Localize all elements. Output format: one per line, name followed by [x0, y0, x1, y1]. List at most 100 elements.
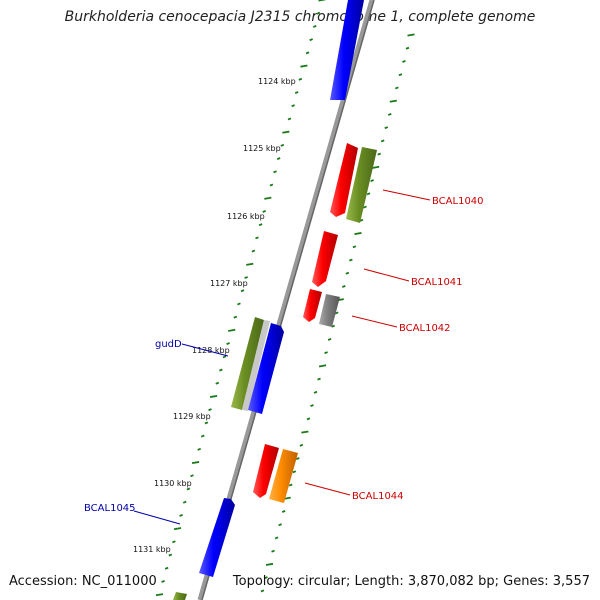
gene-gudd-blue[interactable]	[248, 323, 284, 414]
minor-tick	[208, 408, 212, 412]
minor-tick	[306, 417, 311, 421]
minor-tick	[309, 38, 313, 42]
major-tick	[282, 130, 290, 134]
gene-bcal1040[interactable]	[330, 143, 358, 217]
major-tick	[300, 64, 308, 68]
minor-tick	[292, 470, 297, 474]
minor-tick	[258, 223, 263, 227]
ruler-labels: 1124 kbp 1125 kbp 1126 kbp 1127 kbp 1128…	[133, 77, 296, 554]
minor-tick	[366, 192, 371, 196]
label-bcal1045[interactable]: BCAL1045	[84, 503, 136, 514]
gene-olive-bottom[interactable]	[173, 592, 187, 600]
major-tick	[191, 461, 200, 465]
minor-tick	[237, 302, 241, 306]
label-bcal1040[interactable]: BCAL1040	[432, 196, 484, 207]
minor-tick	[233, 315, 238, 319]
minor-tick	[317, 377, 321, 381]
ruler-label-1131: 1131 kbp	[133, 545, 171, 554]
major-tick	[371, 165, 380, 169]
label-gudd[interactable]: gudD	[155, 339, 182, 350]
minor-tick	[222, 355, 227, 359]
minor-tick	[271, 549, 275, 553]
minor-tick	[299, 443, 304, 447]
minor-tick	[204, 421, 209, 425]
minor-tick	[273, 170, 277, 174]
minor-tick	[251, 249, 256, 253]
gene-gudd-olive[interactable]	[231, 317, 264, 410]
gene-bcal1042-red[interactable]	[303, 289, 322, 322]
major-tick	[301, 430, 309, 434]
gene-bcal1044-red[interactable]	[253, 444, 279, 498]
gene-features	[173, 0, 377, 600]
minor-tick	[179, 513, 183, 517]
minor-tick	[255, 236, 259, 240]
minor-tick	[345, 271, 350, 275]
minor-tick	[316, 11, 321, 15]
minor-tick	[291, 104, 295, 108]
minor-tick	[264, 576, 268, 580]
minor-tick	[405, 46, 410, 50]
minor-tick	[219, 368, 223, 372]
gene-bcal1040-olive[interactable]	[346, 147, 377, 223]
label-bcal1042[interactable]: BCAL1042	[399, 323, 451, 334]
minor-tick	[161, 580, 165, 583]
major-tick	[173, 527, 182, 531]
label-bcal1044[interactable]: BCAL1044	[352, 491, 404, 502]
minor-tick	[274, 536, 279, 540]
label-bcal1041[interactable]: BCAL1041	[411, 277, 463, 288]
minor-tick	[172, 540, 176, 544]
minor-tick	[324, 351, 328, 355]
gene-blue-top[interactable]	[330, 0, 364, 100]
gene-bcal1041[interactable]	[312, 231, 338, 287]
minor-tick	[380, 139, 385, 143]
minor-tick	[226, 342, 230, 346]
gene-bcal1042-grey[interactable]	[319, 294, 340, 327]
minor-tick	[182, 500, 187, 504]
gene-bcal1045[interactable]	[199, 498, 235, 577]
minor-tick	[186, 487, 191, 491]
gene-bcal1044-orange[interactable]	[269, 449, 298, 503]
minor-tick	[363, 205, 367, 209]
major-tick	[265, 562, 274, 566]
ruler-label-1127: 1127 kbp	[210, 279, 248, 288]
major-tick	[209, 394, 218, 398]
minor-tick	[313, 390, 318, 394]
minor-tick	[200, 434, 205, 438]
minor-tick	[341, 285, 346, 288]
gene-labels: BCAL1040 BCAL1041 BCAL1042 BCAL1044 gudD…	[84, 196, 484, 514]
minor-tick	[395, 86, 399, 90]
major-tick	[318, 0, 326, 2]
ruler-label-1128: 1128 kbp	[192, 346, 230, 355]
major-tick	[407, 33, 415, 37]
label-leaders	[133, 189, 431, 525]
major-tick	[264, 196, 272, 200]
ruler-label-1129: 1129 kbp	[173, 412, 211, 421]
genome-summary: Topology: circular; Length: 3,870,082 bp…	[232, 574, 590, 589]
minor-tick	[327, 337, 332, 341]
minor-tick	[276, 157, 281, 161]
minor-tick	[331, 324, 336, 328]
minor-tick	[262, 210, 267, 213]
major-tick	[155, 593, 164, 597]
left-tick-track	[155, 0, 326, 597]
minor-tick	[387, 112, 392, 116]
minor-tick	[370, 179, 374, 183]
minor-tick	[278, 523, 282, 527]
minor-tick	[384, 126, 389, 130]
minor-tick	[298, 77, 303, 81]
right-tick-track	[260, 33, 415, 593]
minor-tick	[305, 51, 310, 55]
minor-tick	[244, 276, 248, 279]
minor-tick	[352, 245, 357, 249]
minor-tick	[260, 589, 265, 593]
minor-tick	[295, 457, 300, 460]
accession-text: Accession: NC_011000	[9, 574, 157, 589]
minor-tick	[310, 404, 314, 408]
minor-tick	[334, 311, 339, 315]
major-tick	[389, 99, 397, 103]
map-title: Burkholderia cenocepacia J2315 chromosom…	[64, 9, 536, 25]
minor-tick	[312, 24, 317, 28]
minor-tick	[288, 483, 293, 487]
minor-tick	[240, 289, 245, 293]
minor-tick	[269, 183, 274, 187]
